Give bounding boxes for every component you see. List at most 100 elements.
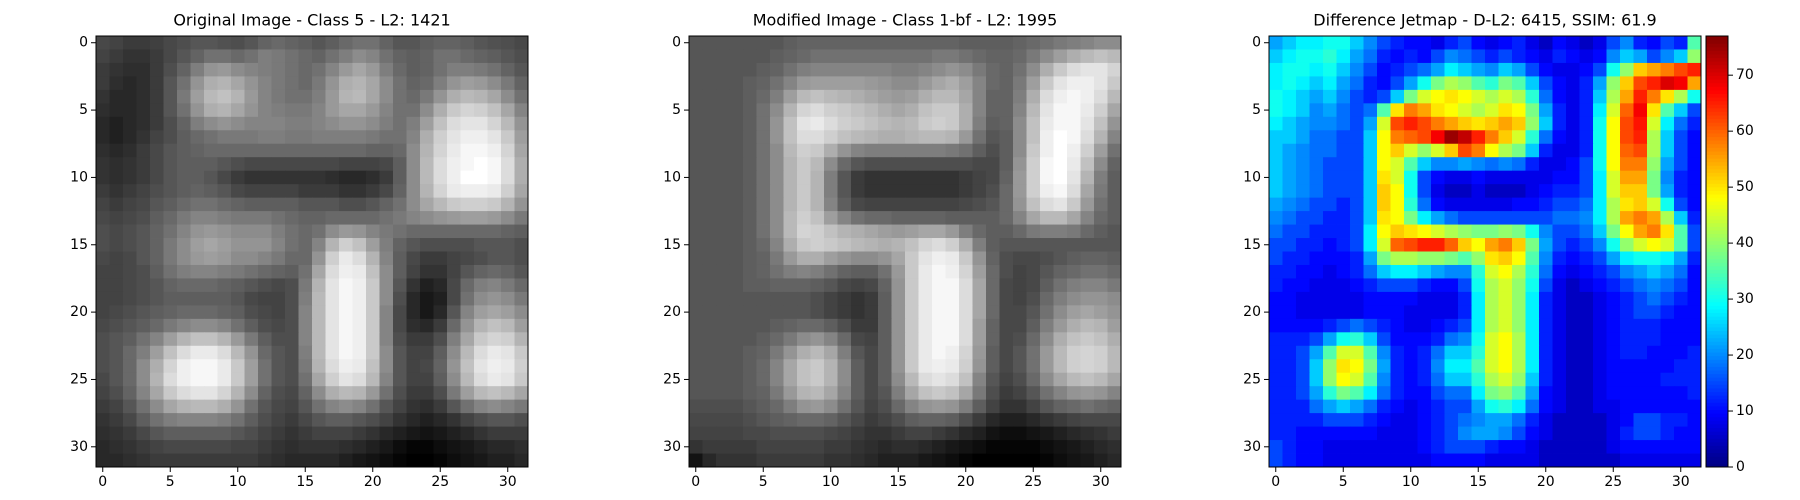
pixel <box>1013 278 1027 293</box>
x-tick-label: 10 <box>822 474 840 490</box>
colorbar-segment <box>1706 204 1728 209</box>
pixel <box>190 36 205 50</box>
pixel <box>433 143 448 158</box>
pixel <box>824 278 838 293</box>
pixel <box>1363 264 1378 279</box>
pixel <box>1660 62 1675 77</box>
pixel <box>1552 264 1567 279</box>
pixel <box>972 130 987 145</box>
pixel <box>945 359 960 374</box>
pixel <box>244 36 259 50</box>
pixel <box>204 440 218 454</box>
pixel <box>810 62 825 77</box>
pixel <box>136 332 151 347</box>
pixel <box>1431 143 1445 158</box>
pixel <box>1593 170 1607 185</box>
pixel <box>325 224 340 239</box>
pixel <box>298 251 313 266</box>
pixel <box>945 291 960 306</box>
pixel <box>1525 278 1540 293</box>
pixel <box>1512 386 1526 401</box>
pixel <box>972 103 987 118</box>
pixel <box>1552 157 1567 172</box>
pixel <box>177 332 191 347</box>
pixel <box>474 62 488 77</box>
pixel <box>932 103 946 118</box>
pixel <box>851 184 865 199</box>
pixel <box>1458 197 1472 212</box>
y-tick-label: 30 <box>663 439 681 455</box>
pixel <box>702 372 717 387</box>
pixel <box>1363 453 1378 468</box>
pixel <box>163 143 178 158</box>
pixel <box>420 224 434 239</box>
pixel <box>474 345 488 360</box>
pixel <box>109 291 124 306</box>
pixel <box>460 224 475 239</box>
pixel <box>1458 143 1472 158</box>
pixel <box>1687 440 1702 454</box>
pixel <box>271 170 286 185</box>
pixel <box>891 170 906 185</box>
pixel <box>1350 332 1364 347</box>
pixel <box>1309 426 1324 441</box>
pixel <box>716 76 730 91</box>
pixel <box>123 332 137 347</box>
pixel <box>1282 76 1297 91</box>
pixel <box>878 332 892 347</box>
pixel <box>1309 143 1324 158</box>
pixel <box>918 264 933 279</box>
pixel <box>339 238 353 252</box>
pixel <box>1647 278 1661 293</box>
pixel <box>1040 251 1054 266</box>
pixel <box>1566 453 1580 468</box>
pixel <box>420 197 434 212</box>
pixel <box>1606 224 1621 239</box>
pixel <box>1674 89 1688 104</box>
pixel <box>1013 211 1027 225</box>
pixel <box>770 332 784 347</box>
pixel <box>1269 251 1283 266</box>
pixel <box>1417 372 1432 387</box>
pixel <box>96 426 110 441</box>
pixel <box>204 305 218 320</box>
pixel <box>770 251 784 266</box>
pixel <box>150 157 164 172</box>
pixel <box>1363 251 1378 266</box>
pixel <box>217 305 232 320</box>
pixel <box>702 332 717 347</box>
pixel <box>959 238 973 252</box>
pixel <box>366 359 380 374</box>
pixel <box>163 453 178 468</box>
pixel <box>864 305 879 320</box>
pixel <box>244 426 259 441</box>
pixel <box>810 143 825 158</box>
pixel <box>1107 345 1122 360</box>
pixel <box>702 89 717 104</box>
pixel <box>325 305 340 320</box>
pixel <box>1269 305 1283 320</box>
pixel <box>298 332 313 347</box>
pixel <box>729 399 744 414</box>
pixel <box>1350 426 1364 441</box>
pixel <box>972 318 987 333</box>
pixel <box>945 251 960 266</box>
pixel <box>1390 332 1405 347</box>
pixel <box>1282 89 1297 104</box>
pixel <box>258 116 272 131</box>
pixel <box>1633 49 1648 64</box>
pixel <box>972 278 987 293</box>
pixel <box>258 184 272 199</box>
colorbar-segment <box>1706 136 1728 141</box>
colorbar-tick-label: 10 <box>1736 403 1754 419</box>
pixel <box>285 440 299 454</box>
pixel <box>878 386 892 401</box>
pixel <box>460 103 475 118</box>
pixel <box>905 453 919 468</box>
pixel <box>864 399 879 414</box>
pixel <box>1336 130 1351 145</box>
pixel <box>258 359 272 374</box>
pixel <box>231 62 245 77</box>
pixel <box>1323 89 1337 104</box>
pixel <box>258 238 272 252</box>
